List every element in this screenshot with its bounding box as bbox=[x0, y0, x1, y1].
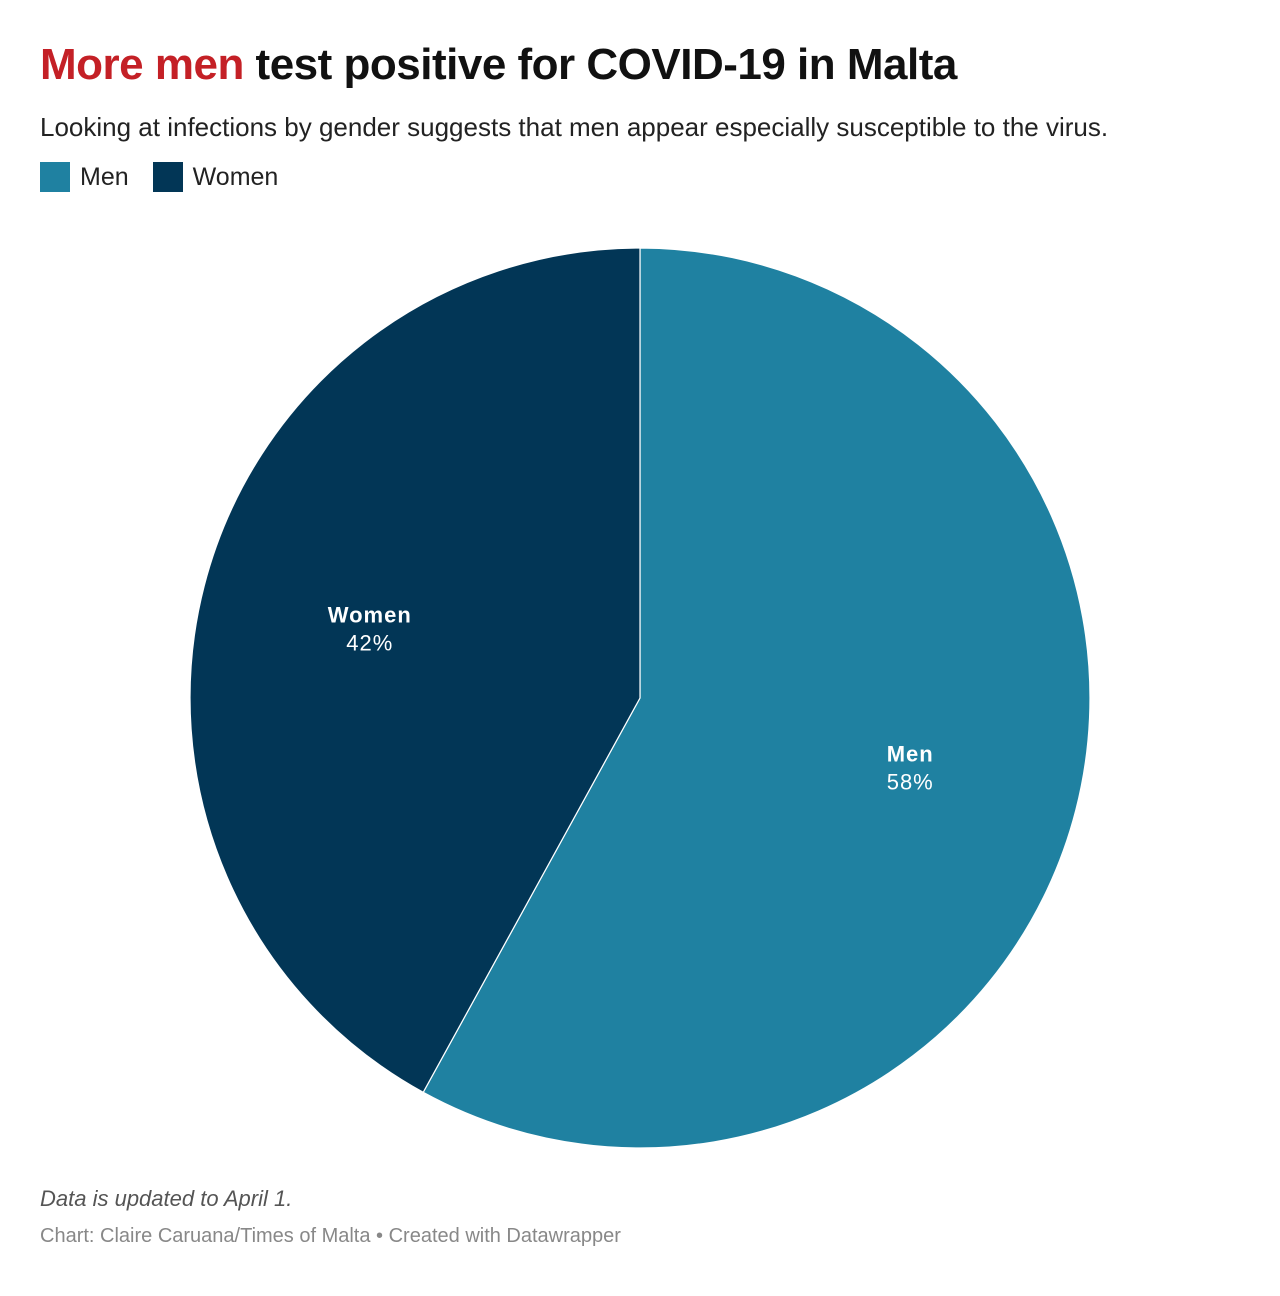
title-highlight: More men bbox=[40, 40, 244, 89]
legend: Men Women bbox=[40, 162, 302, 192]
slice-value-women: 42% bbox=[346, 631, 393, 656]
legend-swatch-women bbox=[152, 162, 183, 192]
slice-label-women: Women bbox=[328, 603, 412, 628]
pie-slice-women bbox=[189, 247, 641, 1094]
data-note: Data is updated to April 1. bbox=[40, 1186, 293, 1211]
pie-slice-men bbox=[422, 247, 1091, 1149]
legend-item-men: Men bbox=[40, 162, 129, 192]
slice-label-men: Men bbox=[887, 741, 934, 766]
chart-subtitle: Looking at infections by gender suggests… bbox=[40, 112, 1109, 142]
chart-credit: Chart: Claire Caruana/Times of Malta • C… bbox=[40, 1225, 621, 1247]
slice-value-men: 58% bbox=[887, 769, 934, 794]
legend-label-women: Women bbox=[192, 162, 279, 191]
legend-label-men: Men bbox=[80, 162, 129, 191]
chart-title: More men test positive for COVID-19 in M… bbox=[40, 38, 957, 92]
legend-item-women: Women bbox=[152, 162, 279, 192]
title-rest: test positive for COVID-19 in Malta bbox=[243, 40, 958, 89]
legend-swatch-men bbox=[40, 162, 70, 192]
